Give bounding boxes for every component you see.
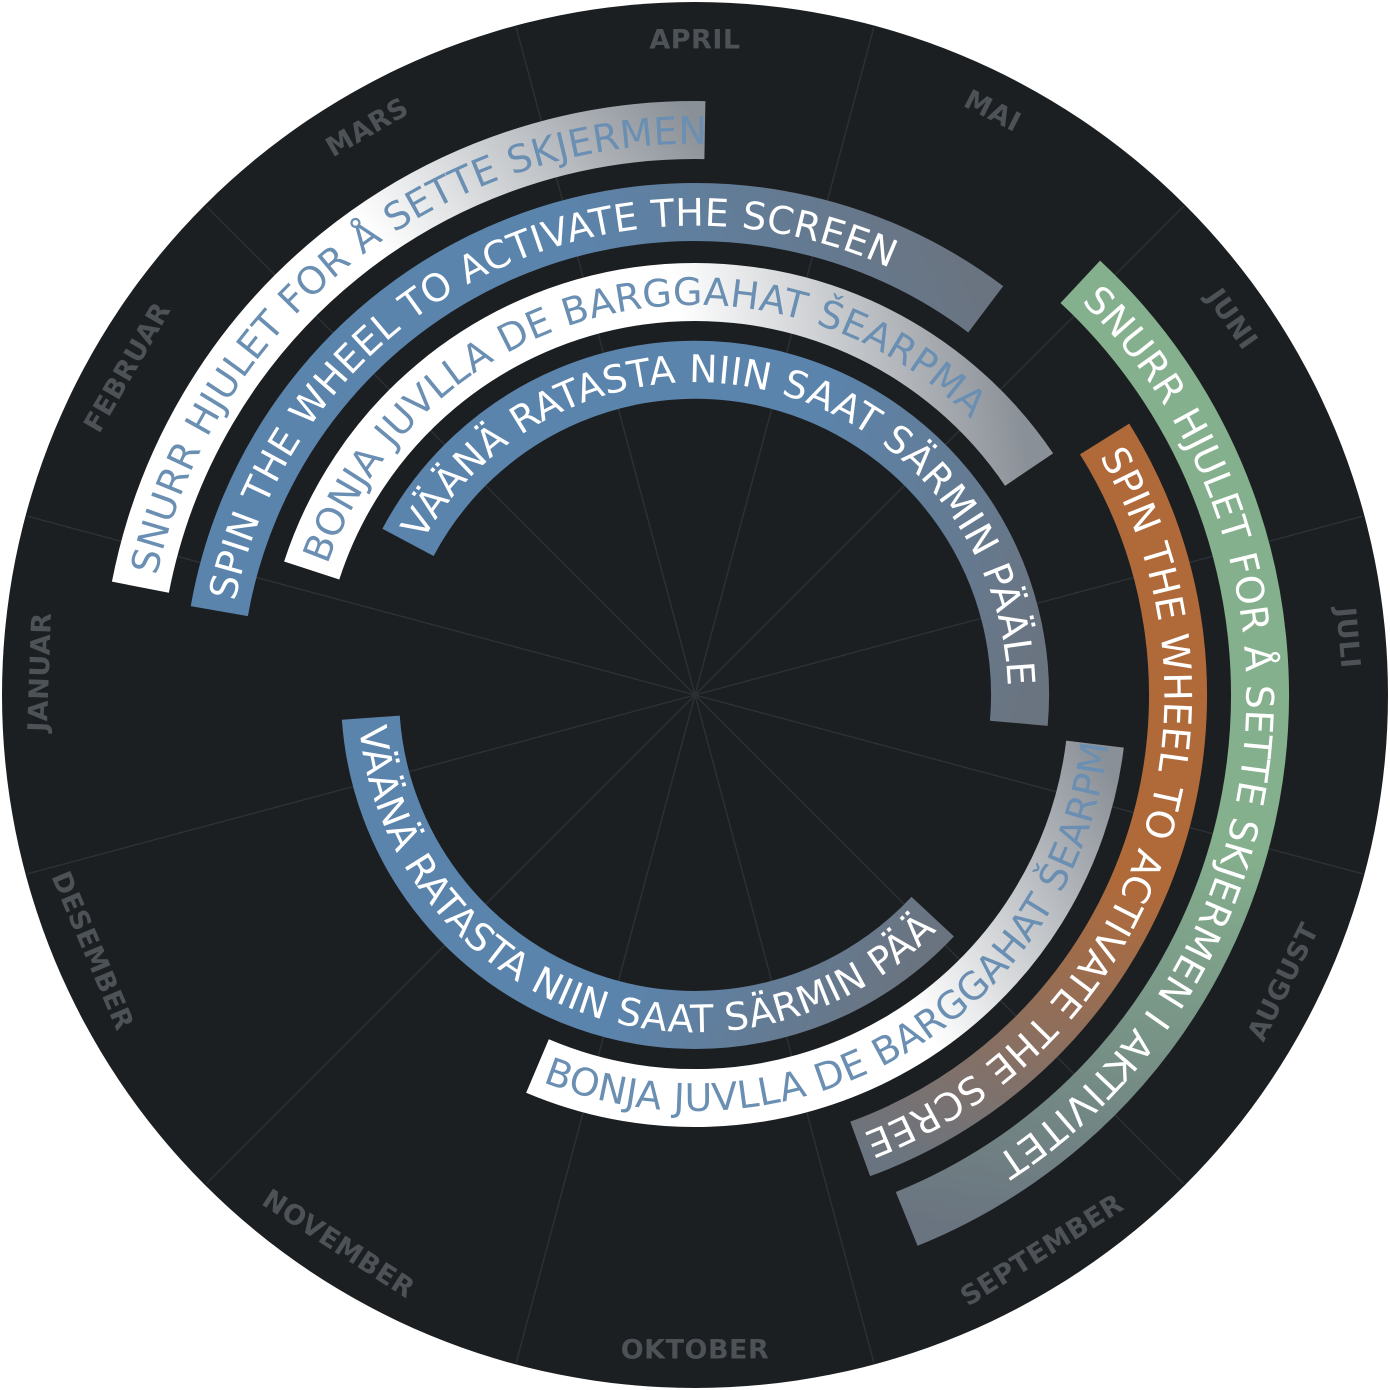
band-nor-1 [111,101,706,593]
band-eng-2 [850,423,1208,1177]
band-fin-1 [382,340,1050,726]
band-eng-1 [190,182,1004,617]
month-label-april: APRIL [649,25,740,56]
band-fin-2 [341,715,954,1049]
band-sami-1 [284,263,1054,580]
month-label-oktober: OKTOBER [621,1335,770,1366]
month-label-januar: JANUAR [23,612,58,734]
month-label-juli: JULI [1329,604,1365,670]
band-sami-2 [526,740,1124,1128]
band-nor-2 [895,260,1289,1246]
